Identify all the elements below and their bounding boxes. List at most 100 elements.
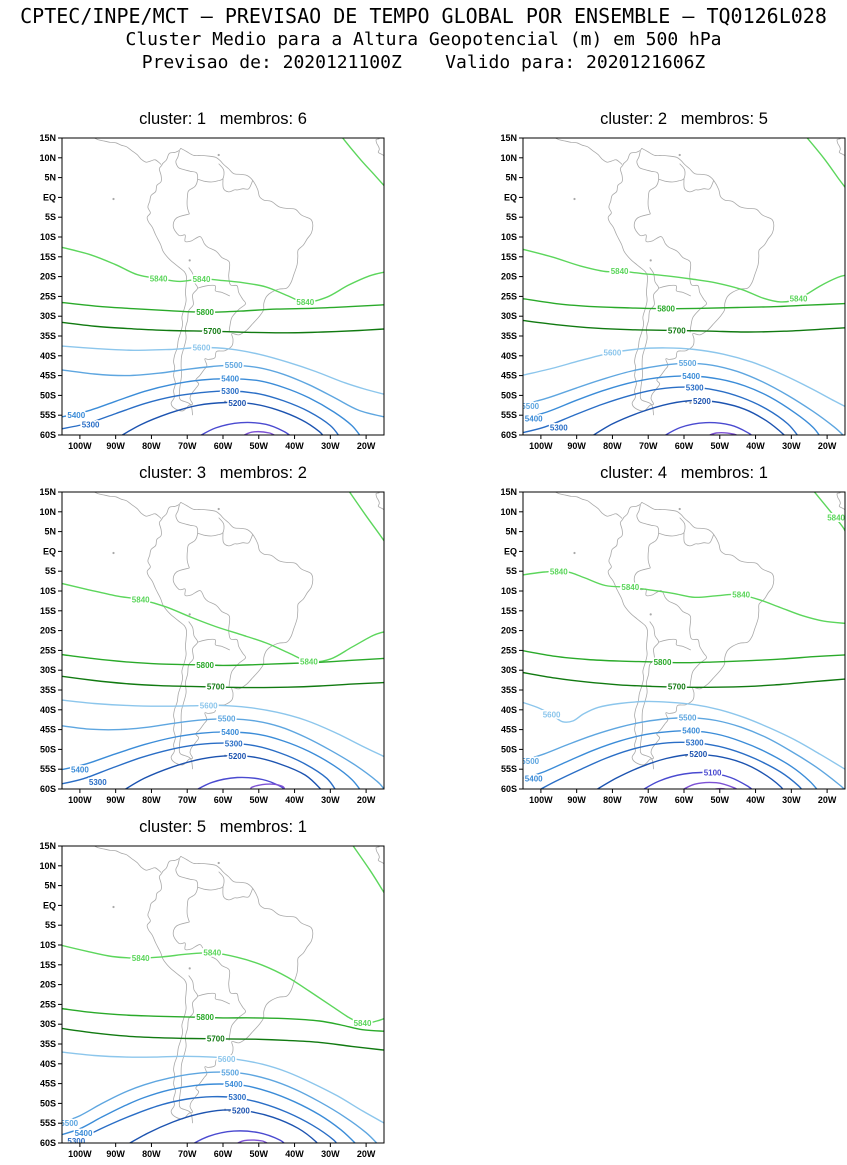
contour-map-svg: 5840 5840 5800 5700 5600 5500 5500 5400 5400 5300…	[500, 133, 846, 451]
svg-text:5200: 5200	[228, 399, 246, 408]
svg-text:10N: 10N	[39, 153, 56, 163]
svg-text:90W: 90W	[567, 795, 586, 805]
svg-text:5300: 5300	[82, 421, 100, 430]
contour-map-svg: 5840584058005700560055005400540053005300…	[39, 487, 385, 805]
contour-map-svg: 5840584058405800570056005500550054005400…	[39, 841, 385, 1159]
svg-text:5S: 5S	[45, 212, 56, 222]
svg-text:5500: 5500	[521, 402, 539, 411]
svg-text:30S: 30S	[501, 665, 517, 675]
contour-map-4: 5840 5840 5840 5840 5800 5700 5600 5500 5500 5400…	[483, 487, 847, 806]
svg-text:10N: 10N	[39, 861, 56, 871]
svg-text:5400: 5400	[682, 727, 700, 736]
svg-text:5200: 5200	[693, 397, 711, 406]
svg-text:5300: 5300	[686, 739, 704, 748]
svg-text:5800: 5800	[654, 658, 672, 667]
svg-text:5500: 5500	[679, 714, 697, 723]
svg-text:30S: 30S	[501, 311, 517, 321]
svg-text:5840: 5840	[132, 954, 150, 963]
svg-text:5600: 5600	[200, 702, 218, 711]
basemap-coastlines	[554, 138, 845, 416]
svg-text:15N: 15N	[500, 488, 517, 497]
map-area: 5840 5840 5800 5700 5600 5500 5500 5400 5400 5300…	[521, 138, 845, 435]
svg-text:5300: 5300	[221, 387, 239, 396]
svg-text:15N: 15N	[39, 488, 56, 497]
svg-text:60W: 60W	[214, 1149, 233, 1159]
cluster-panel-1: cluster: 1 membros: 6 5840 5840 5840 5800 57…	[22, 106, 387, 452]
svg-text:90W: 90W	[106, 1149, 125, 1159]
svg-text:10N: 10N	[500, 507, 517, 517]
svg-text:40W: 40W	[746, 441, 765, 451]
svg-text:100W: 100W	[529, 795, 553, 805]
svg-text:60S: 60S	[501, 784, 517, 794]
svg-text:80W: 80W	[142, 441, 161, 451]
panels-grid: cluster: 1 membros: 6 5840 5840 5840 5800 57…	[0, 106, 847, 1160]
svg-text:70W: 70W	[639, 441, 658, 451]
svg-text:20W: 20W	[357, 1149, 376, 1159]
axes-frame-and-ticks	[58, 137, 385, 439]
svg-text:5400: 5400	[525, 415, 543, 424]
contour-lines	[62, 492, 384, 789]
svg-text:5300: 5300	[686, 383, 704, 392]
contour-map-3: 5840 5840 5800 5700 5600 5500 5400 5400 5300 5300…	[22, 487, 387, 806]
svg-text:5400: 5400	[682, 372, 700, 381]
svg-text:20S: 20S	[40, 980, 56, 990]
axes-frame-and-ticks	[519, 137, 846, 439]
svg-text:100W: 100W	[68, 795, 92, 805]
svg-text:20S: 20S	[501, 272, 517, 282]
svg-text:5400: 5400	[75, 1129, 93, 1138]
axes-frame-and-ticks	[58, 845, 385, 1147]
map-area: 5840 5840 5840 5840 5800 5700 5600 5500 5500 5400…	[523, 492, 845, 789]
svg-text:15N: 15N	[500, 134, 517, 143]
svg-text:20W: 20W	[357, 795, 376, 805]
svg-text:80W: 80W	[142, 1149, 161, 1159]
svg-text:90W: 90W	[106, 795, 125, 805]
svg-text:10S: 10S	[501, 232, 517, 242]
svg-text:15N: 15N	[39, 842, 56, 851]
svg-text:55S: 55S	[40, 764, 56, 774]
svg-text:5600: 5600	[193, 343, 211, 352]
cluster-panel-4: cluster: 4 membros: 1 5840 5840 5840 5840 58…	[483, 460, 847, 806]
svg-text:50W: 50W	[250, 795, 269, 805]
main-title: CPTEC/INPE/MCT – PREVISAO DE TEMPO GLOBA…	[20, 4, 827, 28]
svg-text:45S: 45S	[40, 371, 56, 381]
svg-text:5600: 5600	[604, 348, 622, 357]
panel-title-2: cluster: 2 membros: 5	[600, 110, 768, 128]
svg-text:5700: 5700	[207, 683, 225, 692]
svg-text:40S: 40S	[501, 351, 517, 361]
svg-text:30W: 30W	[321, 441, 340, 451]
svg-text:25S: 25S	[501, 291, 517, 301]
svg-text:5840: 5840	[550, 567, 568, 576]
svg-text:5840: 5840	[150, 274, 168, 283]
svg-text:5N: 5N	[44, 527, 56, 537]
svg-text:5840: 5840	[354, 1019, 372, 1028]
svg-text:5840: 5840	[193, 275, 211, 284]
svg-text:35S: 35S	[501, 685, 517, 695]
svg-text:80W: 80W	[603, 795, 622, 805]
svg-text:25S: 25S	[40, 291, 56, 301]
svg-text:5840: 5840	[790, 295, 808, 304]
svg-text:5840: 5840	[132, 596, 150, 605]
svg-text:10S: 10S	[40, 232, 56, 242]
header: CPTEC/INPE/MCT – PREVISAO DE TEMPO GLOBA…	[0, 0, 847, 74]
svg-text:55S: 55S	[501, 410, 517, 420]
svg-text:25S: 25S	[40, 999, 56, 1009]
panel-title-5: cluster: 5 membros: 1	[139, 818, 307, 836]
contour-map-1: 5840 5840 5840 5800 5700 5600 5500 5400 5400 5300…	[22, 133, 387, 452]
contour-lines	[62, 846, 384, 1143]
cluster-panel-5: cluster: 5 membros: 1 5840 5840 5840 5800 57…	[22, 814, 387, 1160]
basemap-coastlines	[93, 846, 384, 1124]
svg-text:60W: 60W	[214, 795, 233, 805]
contour-labels: 5840 5840 5800 5700 5600 5500 5500 5400 5400 5300…	[521, 265, 809, 434]
svg-text:5700: 5700	[203, 327, 221, 336]
svg-text:5N: 5N	[44, 881, 56, 891]
svg-text:5200: 5200	[689, 750, 707, 759]
svg-text:5N: 5N	[505, 527, 517, 537]
svg-text:60S: 60S	[40, 1138, 56, 1148]
svg-text:70W: 70W	[639, 795, 658, 805]
svg-text:EQ: EQ	[43, 900, 56, 910]
svg-text:15S: 15S	[40, 252, 56, 262]
svg-text:5S: 5S	[45, 920, 56, 930]
svg-text:100W: 100W	[68, 1149, 92, 1159]
svg-text:5840: 5840	[296, 298, 314, 307]
svg-text:5500: 5500	[225, 361, 243, 370]
